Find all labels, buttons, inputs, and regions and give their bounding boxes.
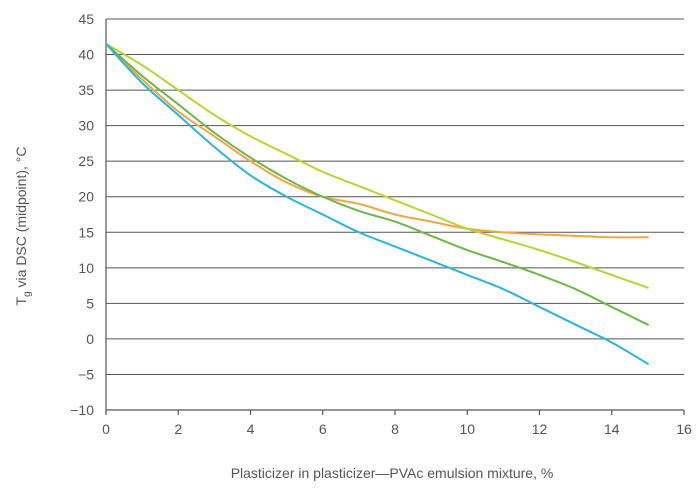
x-tick-label: 6 — [319, 421, 327, 437]
grid-lines — [106, 18, 684, 375]
y-tick-label: −10 — [70, 402, 94, 418]
y-tick-label: 40 — [78, 47, 94, 63]
x-tick-label: 0 — [102, 421, 110, 437]
y-tick-label: 35 — [78, 82, 94, 98]
y-tick-label: −5 — [78, 366, 94, 382]
axes — [105, 19, 685, 415]
y-axis-label-rest: via DSC (midpoint), °C — [13, 147, 29, 292]
x-axis-label: Plasticizer in plasticizer—PVAc emulsion… — [231, 465, 554, 481]
y-tick-label: 0 — [86, 331, 94, 347]
series-line-4 — [105, 42, 649, 365]
y-tick-label: 20 — [78, 189, 94, 205]
y-tick-label: 10 — [78, 260, 94, 276]
series-line-2 — [105, 42, 649, 289]
y-tick-label: 30 — [78, 118, 94, 134]
x-tick-label: 4 — [247, 421, 255, 437]
y-axis-label-main: T — [13, 296, 29, 305]
y-tick-labels: −10 −5 0 5 10 15 20 25 30 35 40 45 — [70, 11, 94, 418]
series-line-3 — [105, 42, 649, 326]
x-tick-label: 12 — [532, 421, 548, 437]
y-tick-label: 15 — [78, 224, 94, 240]
x-tick-label: 2 — [174, 421, 182, 437]
y-tick-label: 45 — [78, 11, 94, 27]
x-tick-label: 14 — [604, 421, 620, 437]
series-lines — [105, 42, 649, 365]
x-tick-label: 16 — [676, 421, 692, 437]
x-tick-label: 10 — [459, 421, 475, 437]
x-tick-labels: 0 2 4 6 8 10 12 14 16 — [102, 421, 692, 437]
y-axis-label-subscript: g — [22, 291, 33, 297]
series-line-1 — [105, 42, 649, 239]
y-tick-label: 5 — [86, 295, 94, 311]
y-tick-label: 25 — [78, 153, 94, 169]
y-axis-label: Tg via DSC (midpoint), °C — [13, 147, 33, 306]
x-tick-label: 8 — [391, 421, 399, 437]
